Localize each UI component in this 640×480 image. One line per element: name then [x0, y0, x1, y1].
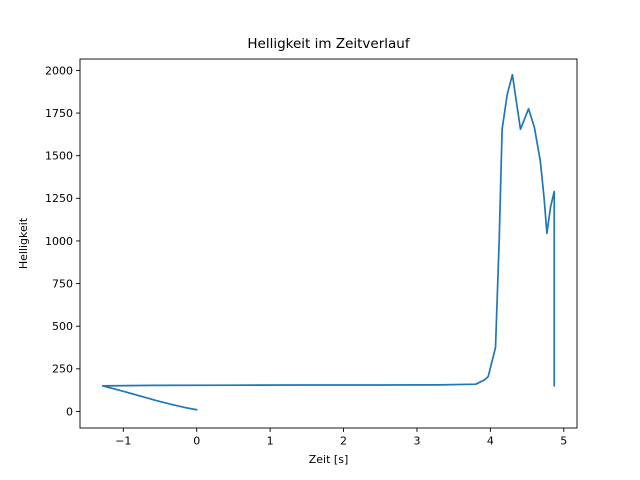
- x-tick-label: −1: [115, 435, 131, 448]
- x-tick-label: 3: [413, 435, 420, 448]
- x-tick-label: 2: [340, 435, 347, 448]
- y-tick-label: 250: [52, 363, 73, 376]
- y-tick-label: 500: [52, 320, 73, 333]
- y-tick-label: 2000: [45, 64, 73, 77]
- y-tick-label: 1500: [45, 150, 73, 163]
- y-tick-label: 0: [66, 405, 73, 418]
- y-tick-label: 1250: [45, 192, 73, 205]
- x-tick-label: 1: [267, 435, 274, 448]
- x-tick-label: 4: [487, 435, 494, 448]
- x-tick-label: 5: [560, 435, 567, 448]
- x-tick-label: 0: [193, 435, 200, 448]
- y-tick-label: 750: [52, 277, 73, 290]
- axes-frame: [79, 58, 578, 429]
- data-line: [101, 73, 556, 411]
- chart-title: Helligkeit im Zeitverlauf: [247, 36, 410, 52]
- y-tick-label: 1750: [45, 107, 73, 120]
- y-tick-label: 1000: [45, 235, 73, 248]
- x-axis-label: Zeit [s]: [309, 453, 348, 466]
- plot-area: −1 0 1 2 3 4 5 0 250 500 750 1000 1250 1500 1750 2000: [45, 58, 578, 448]
- y-axis-label: Helligkeit: [17, 217, 30, 269]
